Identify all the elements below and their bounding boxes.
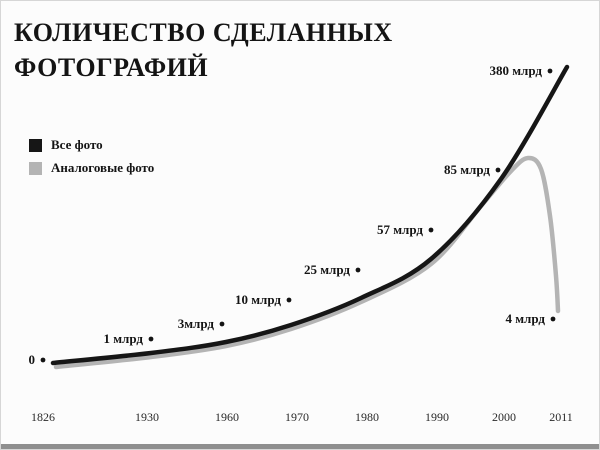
legend: Все фото Аналоговые фото — [29, 137, 154, 183]
chart-title-line2: ФОТОГРАФИЙ — [14, 53, 209, 83]
data-point-marker — [219, 321, 225, 327]
data-point-label: 85 млрд — [444, 162, 490, 177]
chart-title: КОЛИЧЕСТВО СДЕЛАННЫХ ФОТОГРАФИЙ — [14, 15, 393, 85]
data-point-marker — [550, 316, 556, 322]
chart-title-line1: КОЛИЧЕСТВО СДЕЛАННЫХ — [14, 18, 393, 47]
x-axis-tick-label: 1980 — [355, 410, 379, 424]
series-all-photos-curve — [50, 64, 570, 366]
x-axis-tick-label: 2011 — [549, 410, 573, 424]
bottom-edge-decoration — [1, 444, 599, 449]
data-point-label: 1 млрд — [103, 331, 143, 346]
legend-label: Аналоговые фото — [51, 160, 155, 175]
data-point-label: 57 млрд — [377, 222, 423, 237]
x-axis-tick-label: 1990 — [425, 410, 449, 424]
data-point-marker — [495, 167, 501, 173]
data-point-marker — [40, 357, 46, 363]
data-point-label: 3млрд — [178, 316, 215, 331]
legend-label: Все фото — [51, 137, 103, 152]
data-point-label: 0 — [29, 352, 36, 367]
x-axis-tick-label: 1826 — [31, 410, 55, 424]
legend-item: Аналоговые фото — [29, 160, 154, 176]
data-point-marker — [428, 227, 434, 233]
data-point-label: 4 млрд — [505, 311, 545, 326]
data-point-marker — [286, 297, 292, 303]
x-axis-tick-label: 1970 — [285, 410, 309, 424]
legend-item: Все фото — [29, 137, 154, 153]
data-point-marker — [547, 68, 553, 74]
data-point-marker — [148, 336, 154, 342]
data-point-label: 25 млрд — [304, 262, 350, 277]
x-axis-tick-label: 1960 — [215, 410, 239, 424]
x-axis-tick-label: 2000 — [492, 410, 516, 424]
data-point-label: 380 млрд — [489, 63, 542, 78]
data-point-label: 10 млрд — [235, 292, 281, 307]
legend-swatch — [29, 138, 42, 152]
data-point-marker — [355, 267, 361, 273]
x-axis-tick-label: 1930 — [135, 410, 159, 424]
legend-swatch — [29, 161, 42, 175]
